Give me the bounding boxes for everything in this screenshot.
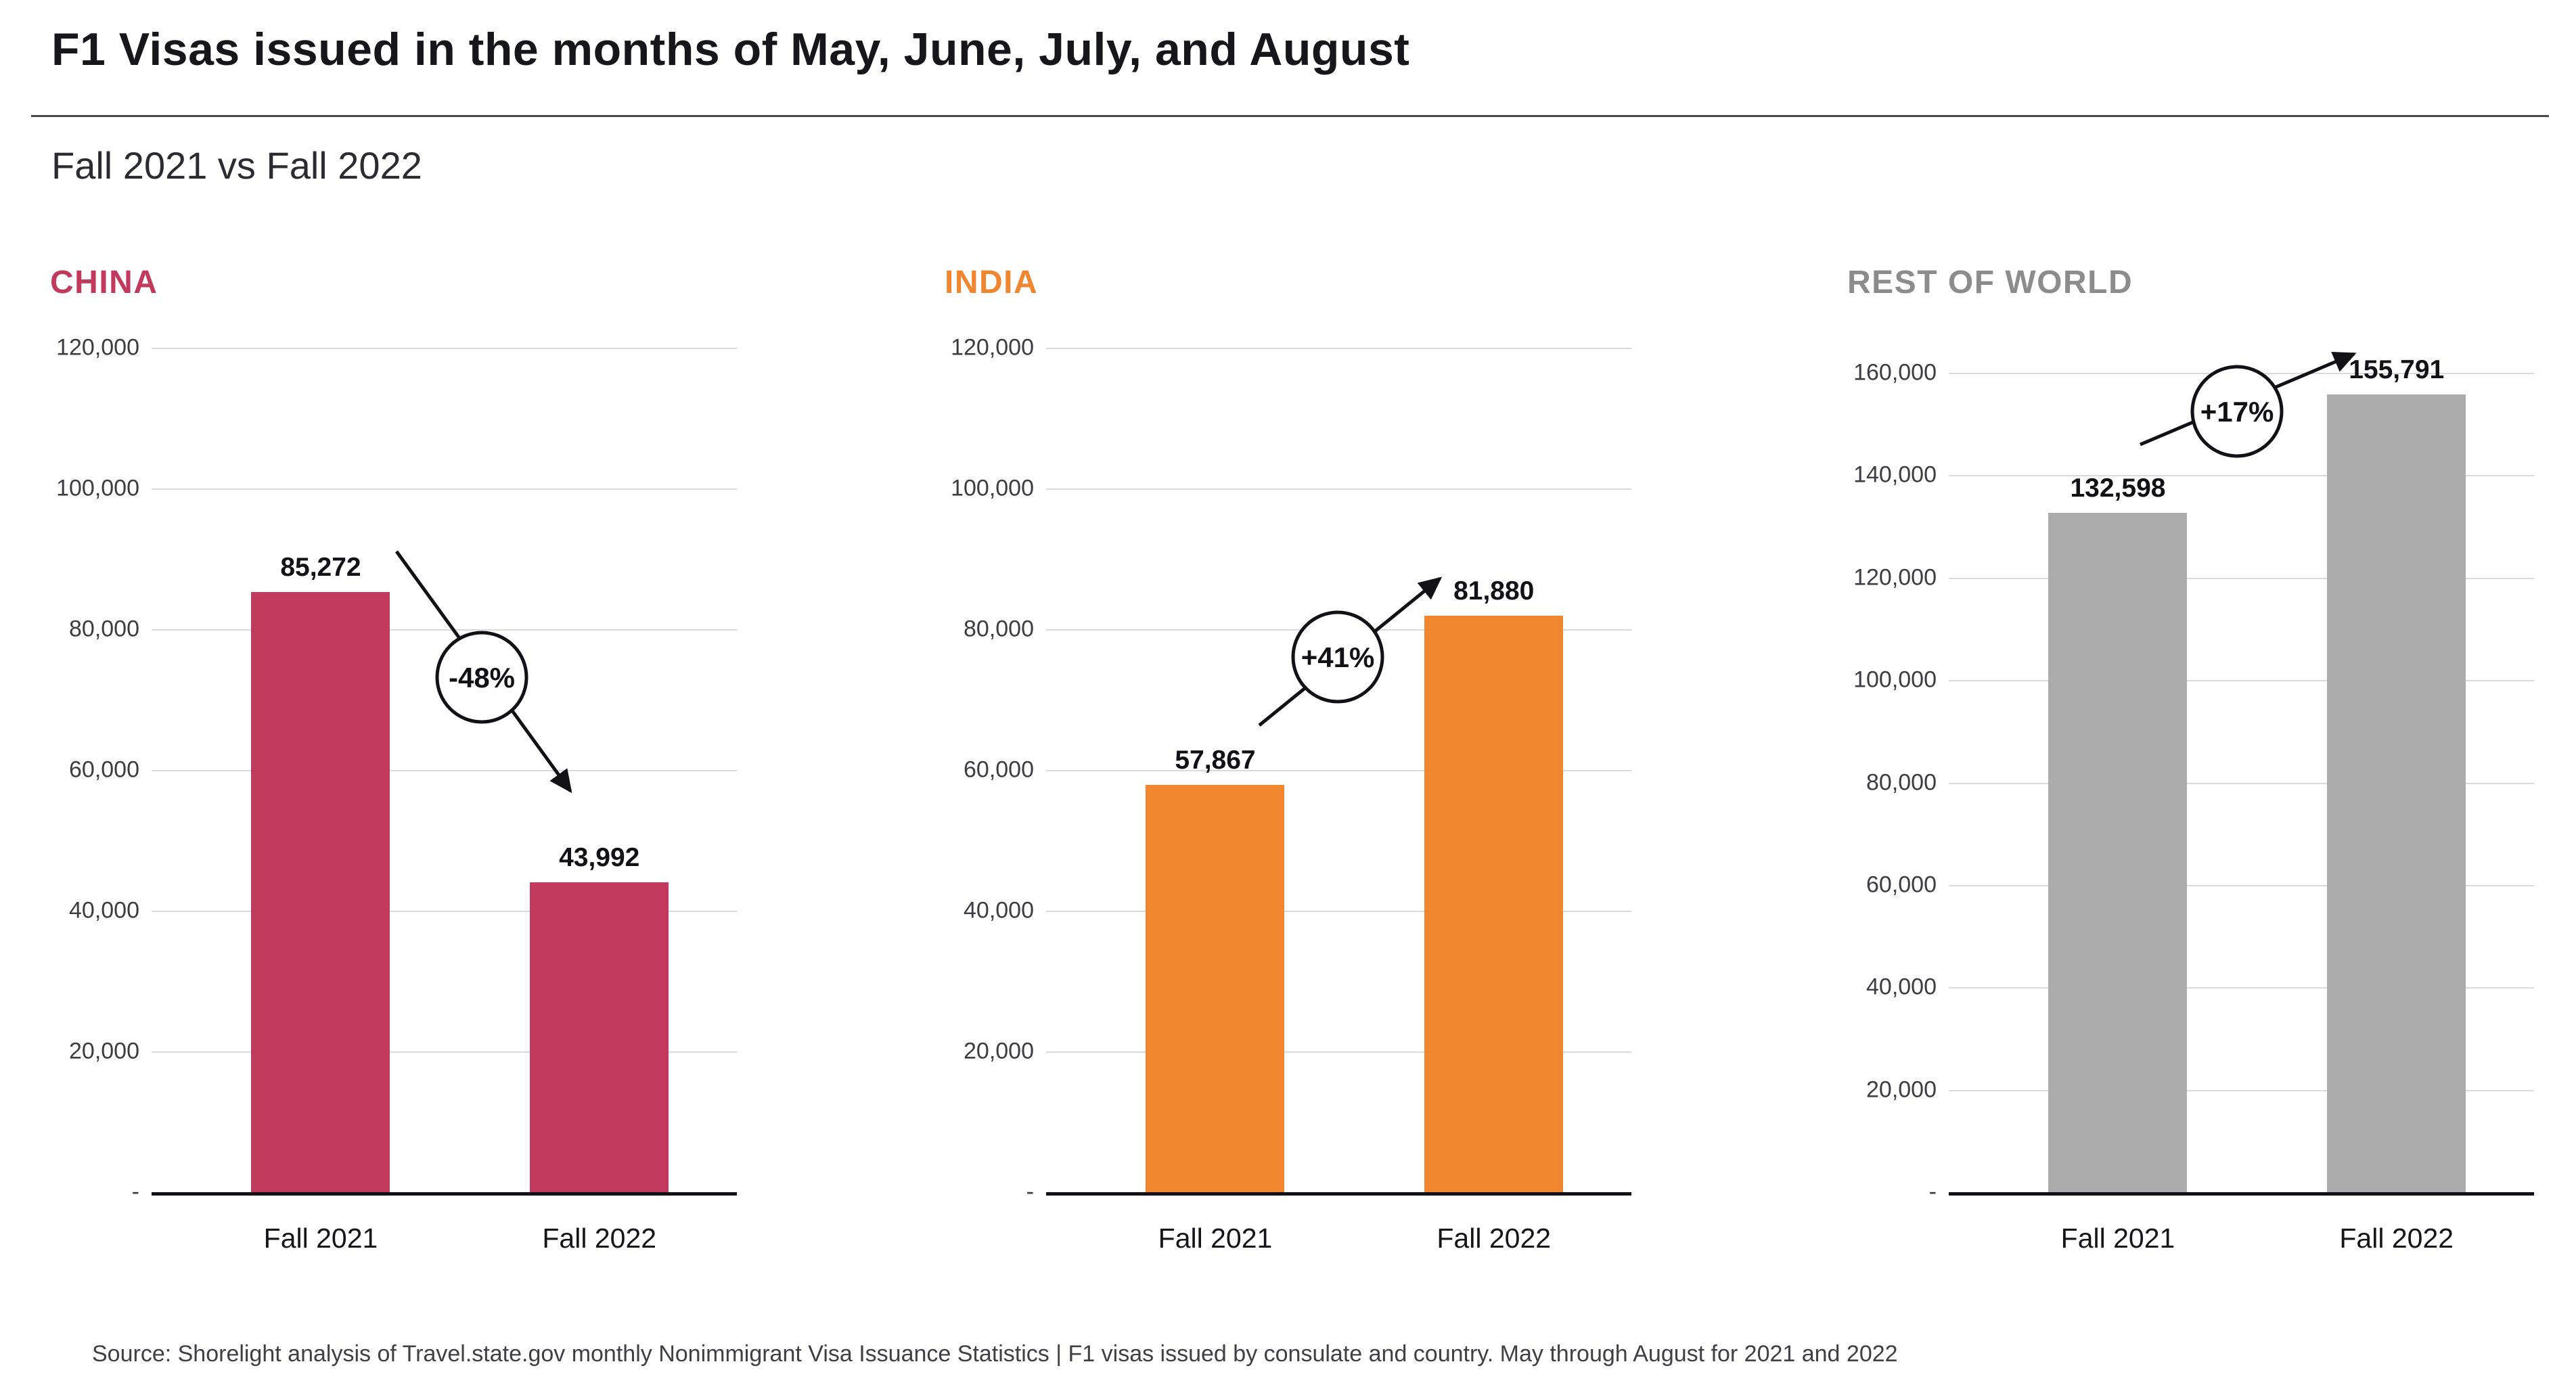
y-tick-label: 20,000 [964,1038,1034,1064]
bar-fall-2022 [1424,616,1564,1192]
x-axis-line [1046,1192,1631,1196]
y-tick-label: 160,000 [1853,359,1937,386]
x-tick-label: Fall 2022 [2339,1223,2454,1254]
value-label: 81,880 [1453,576,1535,606]
change-badge [1291,610,1384,704]
charts-row: CHINA - 20,000 40,000 60,000 80,000 100,000 120… [50,264,2534,1279]
change-badge [435,631,528,724]
gridline [1949,884,2534,886]
x-tick-label: Fall 2021 [2060,1223,2175,1254]
y-tick-label: 100,000 [1853,666,1937,693]
gridline [152,1051,737,1053]
chart-panel-rest-of-world: REST OF WORLD - 20,000 40,000 60,000 80,000 10… [1847,264,2534,1279]
y-tick-label: 80,000 [964,616,1034,642]
value-label: 132,598 [2070,474,2166,503]
change-label: +41% [1301,641,1375,673]
y-tick-label: 40,000 [964,897,1034,924]
chart-title-china: CHINA [50,265,158,300]
gridline [152,489,737,490]
bar-fall-2021 [2048,513,2188,1192]
bar-fall-2021 [1146,785,1285,1192]
x-tick-label: Fall 2021 [263,1223,378,1254]
y-tick-label: 20,000 [1866,1076,1937,1103]
gridline [1949,987,2534,989]
change-badge [2190,365,2284,458]
gridline [1949,1089,2534,1091]
change-label: +17% [2200,396,2274,428]
bar-fall-2022 [530,882,669,1192]
gridline [1046,770,1631,771]
gridline [1949,373,2534,374]
value-label: 155,791 [2349,355,2445,384]
y-tick-label: 140,000 [1853,461,1937,488]
gridline [1949,475,2534,477]
gridline [1949,782,2534,784]
trend-arrow [2140,351,2357,447]
gridline [152,770,737,771]
y-tick-label: 120,000 [951,334,1034,361]
x-tick-label: Fall 2021 [1158,1223,1273,1254]
y-tick-label: 100,000 [56,475,139,501]
chart-panel-india: INDIA - 20,000 40,000 60,000 80,000 100,000 120… [945,264,1631,1279]
y-tick-label: 40,000 [1866,974,1937,1000]
gridline [152,911,737,912]
chart-title-india: INDIA [945,265,1039,300]
y-tick-label: 120,000 [56,334,139,361]
x-axis-line [152,1192,737,1196]
y-tick-label: 60,000 [964,756,1034,783]
page-title: F1 Visas issued in the months of May, Ju… [51,24,1410,75]
y-tick-label: - [1026,1179,1034,1205]
chart-panel-china: CHINA - 20,000 40,000 60,000 80,000 100,000 120… [50,264,737,1279]
value-label: 57,867 [1175,746,1256,775]
page-subtitle: Fall 2021 vs Fall 2022 [51,144,422,187]
gridline [1949,680,2534,682]
trend-arrow [1258,576,1443,727]
gridline [1046,1051,1631,1053]
chart-title-rest-of-world: REST OF WORLD [1847,265,2133,300]
value-label: 85,272 [280,553,361,583]
x-tick-label: Fall 2022 [1437,1223,1552,1254]
y-tick-label: 60,000 [1866,871,1937,898]
source-note: Source: Shorelight analysis of Travel.st… [92,1341,1898,1367]
y-tick-label: 40,000 [69,897,139,924]
value-label: 43,992 [559,843,640,873]
y-tick-label: 80,000 [1866,769,1937,795]
y-tick-label: 20,000 [69,1038,139,1064]
y-tick-label: 100,000 [951,475,1034,501]
gridline [1046,489,1631,490]
gridline [152,629,737,631]
gridline [152,348,737,349]
gridline [1046,911,1631,912]
bar-fall-2021 [251,592,390,1192]
bar-fall-2022 [2327,394,2466,1192]
x-axis-line [1949,1192,2534,1196]
y-tick-label: 80,000 [69,616,139,642]
gridline [1046,348,1631,349]
x-tick-label: Fall 2022 [542,1223,657,1254]
gridline [1949,577,2534,579]
y-tick-label: - [131,1179,139,1205]
change-label: -48% [449,662,515,694]
y-tick-label: 120,000 [1853,564,1937,591]
trend-arrow [394,550,572,794]
title-divider [31,115,2549,117]
y-tick-label: 60,000 [69,756,139,783]
y-tick-label: - [1928,1179,1937,1205]
